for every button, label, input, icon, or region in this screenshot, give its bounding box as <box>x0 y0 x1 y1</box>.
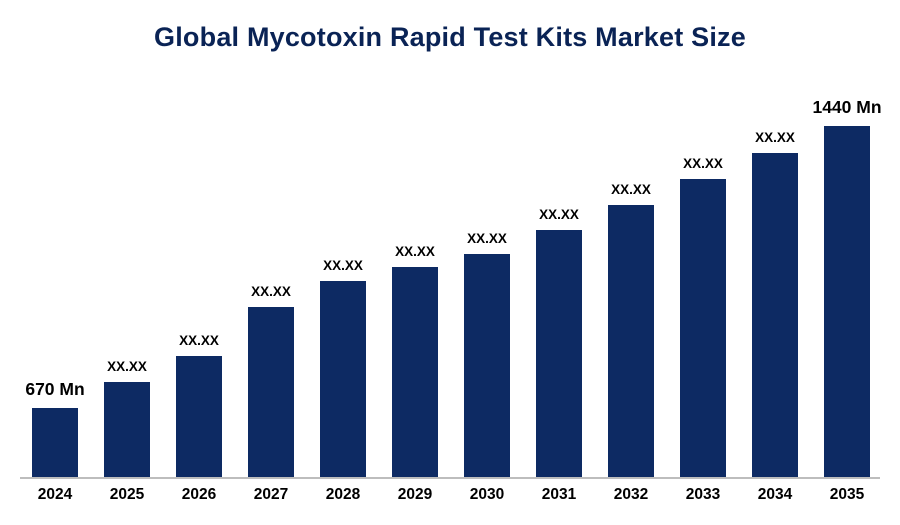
bar <box>680 179 726 477</box>
x-axis-tick-label: 2026 <box>181 486 217 503</box>
bar-value-label: XX.XX <box>107 359 147 374</box>
bar-value-label: XX.XX <box>755 130 795 145</box>
x-axis-tick-label: 2035 <box>829 486 865 503</box>
bar-column: 1440 Mn <box>812 97 882 477</box>
x-axis-tick-label: 2028 <box>325 486 361 503</box>
bar-column: XX.XX <box>752 130 798 477</box>
bar <box>824 126 870 477</box>
bar-value-label: XX.XX <box>611 182 651 197</box>
x-axis-tick-label: 2024 <box>37 486 73 503</box>
bar-column: XX.XX <box>320 258 366 477</box>
bar-value-label: 670 Mn <box>25 379 85 399</box>
x-axis-tick-label: 2029 <box>397 486 433 503</box>
x-axis-tick-label: 2031 <box>541 486 577 503</box>
x-axis-tick-label: 2027 <box>253 486 289 503</box>
bar-column: XX.XX <box>680 156 726 477</box>
bar-column: XX.XX <box>248 284 294 477</box>
bar-column: XX.XX <box>392 244 438 477</box>
x-axis-tick-label: 2030 <box>469 486 505 503</box>
bar-value-label: XX.XX <box>467 231 507 246</box>
x-axis-tick-label: 2025 <box>109 486 145 503</box>
bar <box>248 307 294 477</box>
bar <box>464 254 510 477</box>
bar <box>32 408 78 477</box>
bar-value-label: XX.XX <box>179 333 219 348</box>
bar <box>104 382 150 477</box>
bar-column: XX.XX <box>104 359 150 477</box>
bar-column: XX.XX <box>536 207 582 477</box>
bar-column: XX.XX <box>464 231 510 477</box>
bar-value-label: XX.XX <box>395 244 435 259</box>
x-axis-line <box>20 477 880 479</box>
bar-column: 670 Mn <box>25 379 85 477</box>
bar-value-label: 1440 Mn <box>812 97 882 117</box>
plot-area: 670 Mn XX.XX XX.XX XX.XX XX.XX XX.XX XX.XX XX.X… <box>0 82 900 477</box>
x-axis-tick-label: 2034 <box>757 486 793 503</box>
x-axis-tick-label: 2033 <box>685 486 721 503</box>
x-axis-labels: 2024 2025 2026 2027 2028 2029 2030 2031 2032 2033… <box>0 486 900 504</box>
bar-value-label: XX.XX <box>683 156 723 171</box>
bar <box>176 356 222 477</box>
bar <box>752 153 798 477</box>
bar <box>392 267 438 477</box>
bar <box>320 281 366 477</box>
x-axis-tick-label: 2032 <box>613 486 649 503</box>
bar <box>608 205 654 477</box>
bar-column: XX.XX <box>176 333 222 477</box>
bar-column: XX.XX <box>608 182 654 477</box>
bar <box>536 230 582 477</box>
chart-title: Global Mycotoxin Rapid Test Kits Market … <box>154 22 746 52</box>
bar-value-label: XX.XX <box>323 258 363 273</box>
bar-value-label: XX.XX <box>251 284 291 299</box>
bar-value-label: XX.XX <box>539 207 579 222</box>
